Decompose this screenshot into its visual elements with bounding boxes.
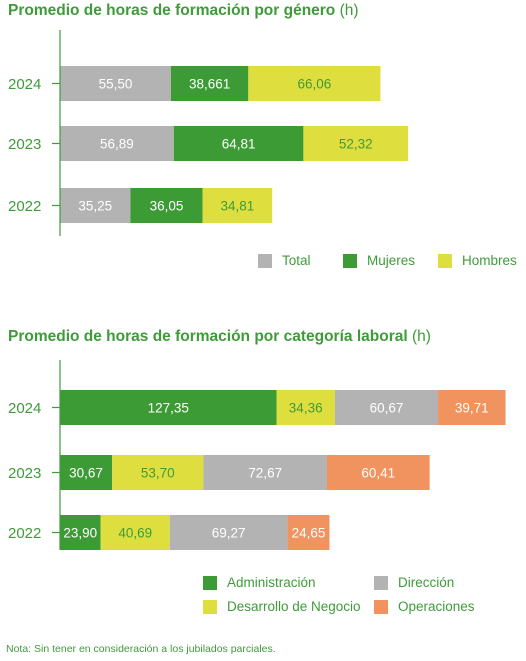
legend-label-administracion: Administración [227,575,316,590]
legend-label-desarrollo-de-negocio: Desarrollo de Negocio [227,599,361,614]
legend-item-mujeres: Mujeres [343,253,415,268]
bar-operaciones-2022 [287,515,330,550]
bar-desarrollo-de-negocio-2023 [112,455,204,490]
data-label-desarrollo-de-negocio-2023: 53,70 [141,466,175,481]
legend-item-hombres: Hombres [438,253,517,268]
data-label-mujeres-2022: 36,05 [150,199,184,214]
data-label-operaciones-2022: 24,65 [292,526,326,541]
category-label-2023: 2023 [8,465,41,482]
chart-title-categoria: Promedio de horas de formación por categ… [8,328,431,346]
category-label-2023: 2023 [8,136,41,153]
bar-administracion-2024 [60,390,277,425]
legend-label-operaciones: Operaciones [398,599,475,614]
bar-hombres-2024 [248,66,381,101]
legend-label-mujeres: Mujeres [367,253,416,268]
data-label-operaciones-2024: 39,71 [455,401,489,416]
bar-desarrollo-de-negocio-2022 [100,515,170,550]
data-label-total-2023: 56,89 [100,137,134,152]
data-label-administracion-2023: 30,67 [69,466,103,481]
legend-item-desarrollo-de-negocio: Desarrollo de Negocio [203,599,361,614]
bar-administracion-2022 [60,515,101,550]
bar-direccion-2024 [334,390,439,425]
data-label-administracion-2024: 127,35 [148,401,189,416]
chart-title-genero-unit: (h) [339,2,359,19]
legend-swatch-operaciones [374,599,388,614]
chart-title-genero: Promedio de horas de formación por géner… [8,2,359,20]
chart-title-categoria-unit: (h) [411,328,431,345]
legend-swatch-total [258,253,272,268]
footnote: Nota: Sin tener en consideración a los j… [6,643,276,655]
legend-label-direccion: Dirección [398,575,455,590]
bar-chart-genero: 2024 55,50 38,661 66,06 2023 56,89 64,81 52,32 2… [8,30,409,236]
legend-swatch-mujeres [343,253,357,268]
category-label-2022: 2022 [8,525,41,542]
category-label-2022: 2022 [8,198,41,215]
data-label-mujeres-2024: 38,661 [189,77,230,92]
legend-item-administracion: Administración [203,575,316,590]
chart-title-genero-text: Promedio de horas de formación por géner… [8,2,336,19]
category-label-2024: 2024 [8,76,41,93]
chart-title-categoria-text: Promedio de horas de formación por categ… [8,328,408,345]
data-label-total-2022: 35,25 [78,199,112,214]
bar-direccion-2023 [203,455,327,490]
legend-item-total: Total [258,253,311,268]
bar-hombres-2023 [303,126,409,161]
bar-total-2022 [60,188,131,223]
legend-swatch-administracion [203,575,217,590]
data-label-desarrollo-de-negocio-2024: 34,36 [289,401,323,416]
data-label-mujeres-2023: 64,81 [222,137,256,152]
bar-total-2024 [60,66,171,101]
bar-desarrollo-de-negocio-2024 [276,390,335,425]
legend-swatch-direccion [374,575,388,590]
data-label-administracion-2022: 23,90 [63,526,97,541]
data-label-direccion-2024: 60,67 [370,401,404,416]
legend-swatch-hombres [438,253,452,268]
legend-label-hombres: Hombres [462,253,517,268]
bar-direccion-2022 [169,515,288,550]
bar-chart-categoria: 2024 127,35 34,36 60,67 39,71 2023 30,67 53,70 7… [8,360,506,550]
data-label-total-2024: 55,50 [99,77,133,92]
bar-mujeres-2024 [171,66,249,101]
data-label-desarrollo-de-negocio-2022: 40,69 [118,526,152,541]
data-label-hombres-2022: 34,81 [221,199,255,214]
bar-mujeres-2022 [130,188,203,223]
bar-administracion-2023 [60,455,113,490]
bar-total-2023 [60,126,174,161]
data-label-hombres-2023: 52,32 [339,137,373,152]
legend-item-operaciones: Operaciones [374,599,475,614]
data-label-operaciones-2023: 60,41 [361,466,395,481]
data-label-direccion-2023: 72,67 [248,466,282,481]
bar-hombres-2022 [202,188,273,223]
bar-mujeres-2023 [173,126,304,161]
legend-label-total: Total [282,253,311,268]
bar-operaciones-2023 [326,455,430,490]
data-label-direccion-2022: 69,27 [212,526,246,541]
bar-operaciones-2024 [438,390,506,425]
legend-swatch-desarrollo-de-negocio [203,599,217,614]
data-label-hombres-2024: 66,06 [297,77,331,92]
legend-item-direccion: Dirección [374,575,454,590]
category-label-2024: 2024 [8,400,41,417]
